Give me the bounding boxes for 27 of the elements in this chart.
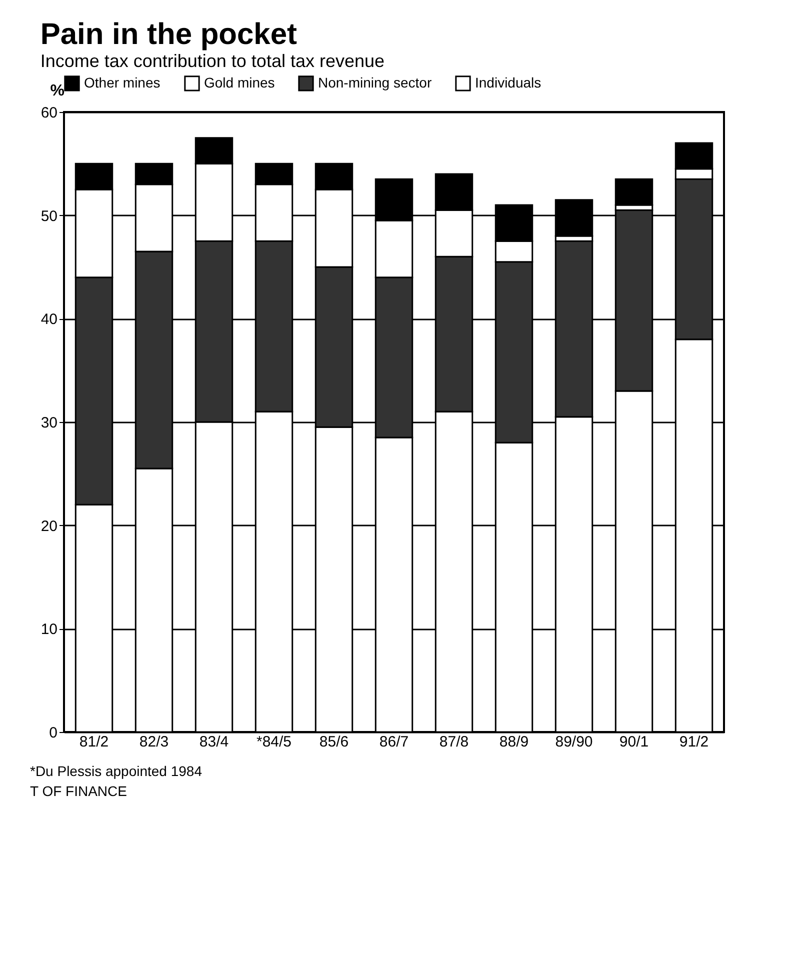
- text: *Du Plessis appointed 1984: [30, 763, 204, 779]
- x-tick-label: 86/7: [379, 734, 409, 750]
- y-tick-label: 50: [40, 208, 58, 225]
- chart-subtitle: Income tax contribution to total tax revenue: [40, 51, 385, 71]
- x-tick-label: 88/9: [499, 734, 529, 750]
- x-tick-label: 90/1: [619, 734, 649, 750]
- legend-label: Other mines: [84, 74, 160, 90]
- chart-title: Pain in the pocket: [40, 18, 298, 51]
- y-tick-label: 10: [40, 621, 58, 638]
- x-tick-label: 87/8: [439, 734, 469, 750]
- x-tick-label: 83/4: [199, 734, 229, 750]
- x-tick-label: 89/90: [555, 734, 593, 750]
- y-tick-label: 60: [40, 104, 58, 122]
- x-tick-label: *84/5: [256, 734, 292, 750]
- legend-label: Individuals: [475, 74, 542, 90]
- legend-label: Non-mining sector: [318, 74, 432, 90]
- y-tick-label: 0: [49, 724, 58, 742]
- y-axis-title: %: [50, 82, 64, 100]
- x-tick-label: 81/2: [79, 734, 109, 750]
- text: T OF FINANCE: [30, 783, 128, 799]
- y-tick-label: 20: [40, 518, 58, 535]
- y-tick-label: 40: [40, 311, 58, 328]
- x-tick-label: 91/2: [679, 734, 709, 750]
- legend-label: Gold mines: [204, 74, 275, 90]
- x-tick-label: 85/6: [319, 734, 349, 750]
- y-tick-label: 30: [40, 414, 58, 432]
- x-tick-label: 82/3: [139, 734, 169, 750]
